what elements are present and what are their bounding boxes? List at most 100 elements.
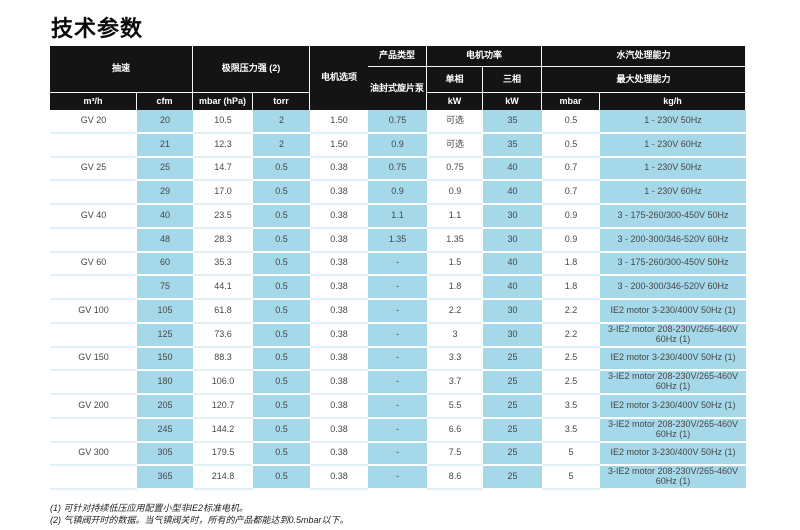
cell-model [50, 276, 137, 300]
cell-mbar: 25 [483, 418, 542, 443]
cell-kgh: 0.5 [542, 133, 600, 158]
cell-kw-single: - [368, 395, 427, 419]
cell-motor: 1 - 230V 50Hz [600, 110, 746, 134]
cell-mbar-hpa: 0.5 [253, 228, 310, 253]
cell-model: GV 25 [50, 157, 137, 182]
cell-torr: 1.50 [310, 133, 368, 158]
cell-m3h: 75 [137, 276, 193, 300]
cell-kgh: 3.5 [542, 395, 600, 419]
cell-kw-single: 0.9 [368, 133, 427, 158]
cell-kgh: 1.8 [542, 252, 600, 277]
cell-mbar: 25 [483, 395, 542, 419]
cell-kgh: 0.5 [542, 110, 600, 134]
cell-torr: 0.38 [310, 276, 368, 300]
cell-mbar-hpa: 0.5 [253, 300, 310, 324]
cell-kgh: 2.2 [542, 300, 600, 324]
header-pump-type: 油封式旋片泵 [368, 67, 427, 110]
cell-kgh: 0.9 [542, 228, 600, 253]
cell-kw-three: 5.5 [427, 395, 483, 419]
unit-cfm: cfm [137, 93, 193, 110]
cell-kgh: 2.2 [542, 323, 600, 348]
cell-motor: 3 - 200-300/346-520V 60Hz [600, 276, 746, 300]
cell-mbar: 30 [483, 300, 542, 324]
cell-mbar: 40 [483, 181, 542, 205]
header-water-vapor: 水汽处理能力 [542, 46, 746, 67]
cell-kw-single: 0.9 [368, 181, 427, 205]
cell-kw-three: 3.7 [427, 371, 483, 395]
cell-mbar: 25 [483, 347, 542, 372]
cell-m3h: 29 [137, 181, 193, 205]
cell-mbar-hpa: 0.5 [253, 395, 310, 419]
cell-cfm: 35.3 [193, 252, 253, 277]
header-pumping-speed: 抽速 [50, 46, 193, 93]
cell-m3h: 180 [137, 371, 193, 395]
cell-torr: 0.38 [310, 205, 368, 229]
cell-kgh: 5 [542, 466, 600, 490]
cell-m3h: 48 [137, 228, 193, 253]
cell-m3h: 60 [137, 252, 193, 277]
cell-kw-three: 1.8 [427, 276, 483, 300]
cell-kw-single: 0.75 [368, 157, 427, 182]
cell-kgh: 0.7 [542, 181, 600, 205]
cell-mbar: 35 [483, 133, 542, 158]
cell-motor: 3 - 200-300/346-520V 60Hz [600, 228, 746, 253]
cell-mbar: 25 [483, 466, 542, 490]
cell-kw-three: 7.5 [427, 442, 483, 467]
cell-model: GV 100 [50, 300, 137, 324]
cell-torr: 1.50 [310, 110, 368, 134]
cell-mbar: 35 [483, 110, 542, 134]
cell-m3h: 21 [137, 133, 193, 158]
cell-kw-single: - [368, 300, 427, 324]
cell-m3h: 205 [137, 395, 193, 419]
cell-model [50, 181, 137, 205]
cell-kw-single: 0.75 [368, 110, 427, 134]
unit-kw-single: kW [427, 93, 483, 110]
cell-mbar: 40 [483, 252, 542, 277]
unit-kw-three: kW [483, 93, 542, 110]
cell-kw-three: 1.1 [427, 205, 483, 229]
cell-kw-three: 0.75 [427, 157, 483, 182]
cell-m3h: 20 [137, 110, 193, 134]
cell-kgh: 2.5 [542, 371, 600, 395]
cell-cfm: 120.7 [193, 395, 253, 419]
cell-torr: 0.38 [310, 466, 368, 490]
table-body: GV 20 20 10.5 2 1.50 0.75 可选 35 0.5 1 - 230V 50Hz… [50, 110, 746, 490]
cell-kw-single: - [368, 418, 427, 443]
cell-torr: 0.38 [310, 371, 368, 395]
cell-model: GV 40 [50, 205, 137, 229]
cell-model: GV 200 [50, 395, 137, 419]
cell-kgh: 0.7 [542, 157, 600, 182]
cell-motor: 3-IE2 motor 208-230V/265-460V 60Hz (1) [600, 323, 746, 348]
cell-mbar-hpa: 0.5 [253, 371, 310, 395]
page-title: 技术参数 [51, 16, 144, 41]
cell-torr: 0.38 [310, 157, 368, 182]
cell-torr: 0.38 [310, 395, 368, 419]
cell-mbar-hpa: 0.5 [253, 181, 310, 205]
cell-model: GV 60 [50, 252, 137, 277]
cell-cfm: 144.2 [193, 418, 253, 443]
cell-mbar: 30 [483, 205, 542, 229]
table-header: 产品类型 抽速 极限压力强 (2) 电机功率 水汽处理能力 电机选项 油封式旋片… [50, 46, 746, 110]
header-single-phase: 单相 [427, 67, 483, 93]
cell-kw-single: - [368, 371, 427, 395]
cell-cfm: 12.3 [193, 133, 253, 158]
cell-kw-three: 可选 [427, 110, 483, 134]
cell-cfm: 44.1 [193, 276, 253, 300]
cell-model [50, 371, 137, 395]
cell-cfm: 88.3 [193, 347, 253, 372]
cell-kgh: 0.9 [542, 205, 600, 229]
footnote-2: (2) 气镇阀开时的数据。当气镇阀关时，所有的产品都能达到0.5mbar以下。 [50, 514, 349, 525]
cell-torr: 0.38 [310, 442, 368, 467]
cell-mbar-hpa: 2 [253, 133, 310, 158]
cell-m3h: 305 [137, 442, 193, 467]
cell-m3h: 25 [137, 157, 193, 182]
cell-m3h: 245 [137, 418, 193, 443]
cell-mbar-hpa: 0.5 [253, 466, 310, 490]
cell-kw-single: - [368, 276, 427, 300]
cell-model: GV 20 [50, 110, 137, 134]
cell-m3h: 105 [137, 300, 193, 324]
cell-mbar-hpa: 0.5 [253, 347, 310, 372]
cell-cfm: 10.5 [193, 110, 253, 134]
cell-mbar-hpa: 0.5 [253, 276, 310, 300]
cell-motor: IE2 motor 3-230/400V 50Hz (1) [600, 395, 746, 419]
